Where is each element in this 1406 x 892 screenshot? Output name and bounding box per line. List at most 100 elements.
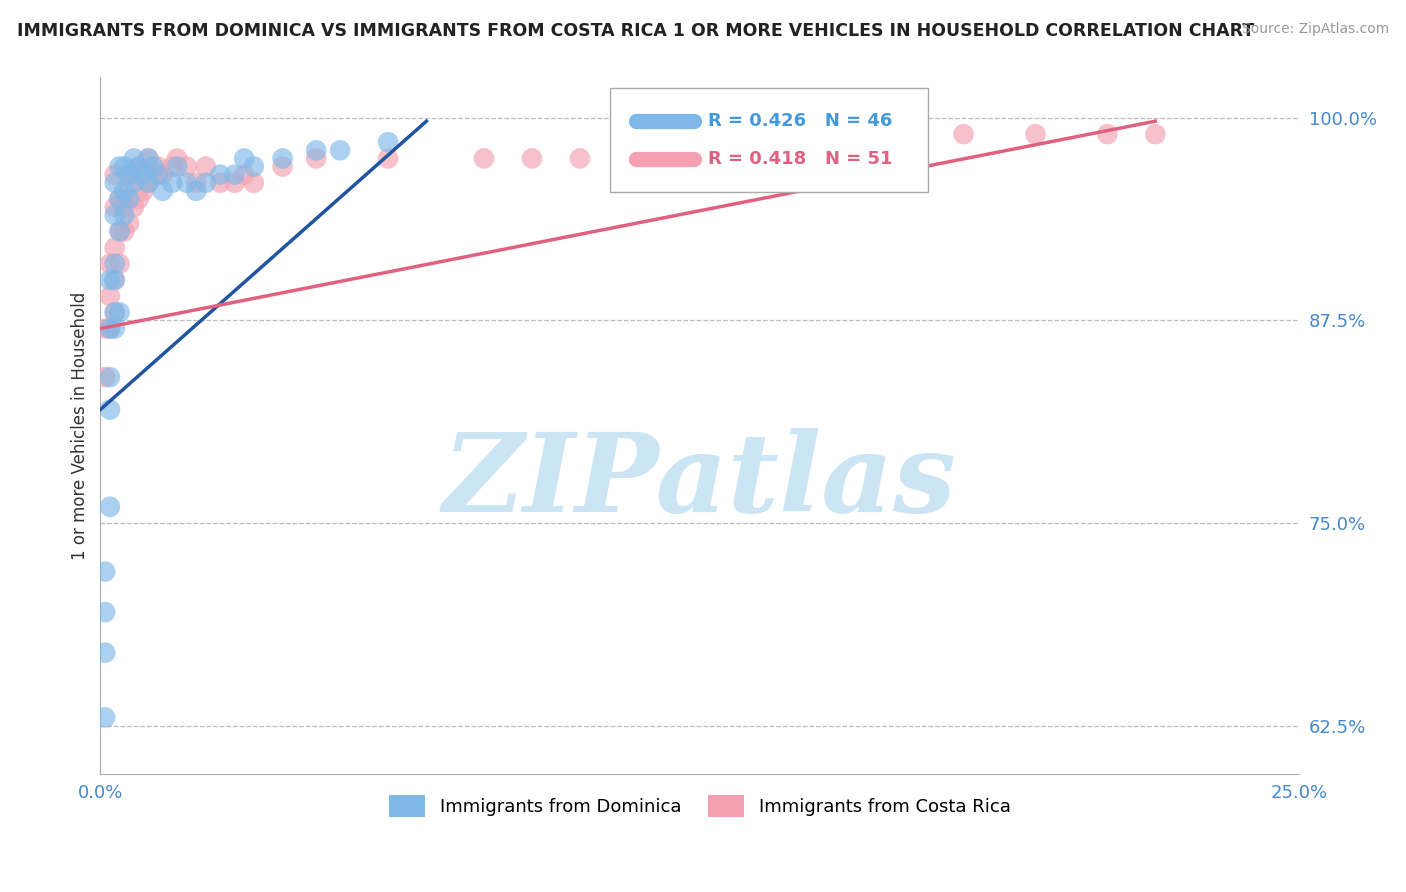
Point (209, 176, 232, 190)
Point (94, 321, 117, 335)
Point (122, 200, 145, 214)
Point (104, 200, 127, 214)
Point (98, 257, 121, 271)
Point (132, 168, 155, 182)
Point (98, 321, 121, 335)
Point (112, 192, 135, 206)
Point (224, 168, 246, 182)
Point (104, 257, 127, 271)
Point (104, 321, 127, 335)
Point (94, 646, 117, 660)
Point (104, 208, 127, 222)
Point (856, 135, 879, 149)
Point (142, 160, 165, 174)
Point (112, 200, 135, 214)
Point (305, 144, 328, 158)
Point (108, 192, 131, 206)
Point (104, 168, 127, 182)
Point (176, 176, 198, 190)
Point (520, 152, 543, 166)
Point (108, 257, 131, 271)
Point (952, 127, 974, 141)
Point (108, 160, 131, 174)
Point (118, 176, 141, 190)
Point (377, 135, 399, 149)
Point (243, 176, 266, 190)
Point (108, 224, 131, 238)
Point (104, 305, 127, 319)
Point (122, 176, 145, 190)
Point (98, 500, 121, 514)
Point (617, 144, 640, 158)
Point (761, 135, 783, 149)
Point (112, 160, 135, 174)
Point (98, 273, 121, 287)
Point (665, 144, 688, 158)
Point (194, 160, 217, 174)
Point (112, 184, 135, 198)
Point (108, 224, 131, 238)
Point (104, 241, 127, 255)
Text: ZIPatlas: ZIPatlas (443, 428, 956, 535)
Point (98, 321, 121, 335)
Point (94, 605, 117, 619)
Text: R = 0.426   N = 46: R = 0.426 N = 46 (709, 112, 893, 130)
Point (305, 152, 328, 166)
Point (243, 160, 266, 174)
Point (104, 176, 127, 190)
Point (128, 192, 150, 206)
Point (136, 176, 159, 190)
Point (162, 160, 184, 174)
Point (128, 160, 150, 174)
Point (176, 160, 198, 174)
Point (271, 152, 294, 166)
Text: R = 0.418   N = 51: R = 0.418 N = 51 (709, 150, 893, 168)
Point (98, 289, 121, 303)
Point (104, 305, 127, 319)
Point (128, 160, 150, 174)
Point (146, 160, 169, 174)
Point (568, 152, 591, 166)
Y-axis label: 1 or more Vehicles in Household: 1 or more Vehicles in Household (72, 292, 89, 560)
Point (162, 176, 184, 190)
Point (112, 208, 135, 222)
Text: IMMIGRANTS FROM DOMINICA VS IMMIGRANTS FROM COSTA RICA 1 OR MORE VEHICLES IN HOU: IMMIGRANTS FROM DOMINICA VS IMMIGRANTS F… (17, 22, 1254, 40)
Text: Source: ZipAtlas.com: Source: ZipAtlas.com (1241, 22, 1389, 37)
Point (118, 192, 141, 206)
Point (166, 160, 188, 174)
Point (118, 216, 141, 230)
Point (329, 144, 352, 158)
Point (104, 273, 127, 287)
Point (94, 710, 117, 724)
Point (146, 168, 169, 182)
Point (1097, 127, 1119, 141)
Point (1024, 127, 1046, 141)
Point (142, 168, 165, 182)
Point (94, 565, 117, 579)
Point (233, 168, 256, 182)
Point (233, 152, 256, 166)
Point (152, 168, 174, 182)
Point (186, 184, 208, 198)
Point (136, 152, 159, 166)
Point (122, 168, 145, 182)
Point (152, 184, 174, 198)
Legend: Immigrants from Dominica, Immigrants from Costa Rica: Immigrants from Dominica, Immigrants fro… (382, 788, 1018, 824)
Point (108, 192, 131, 206)
Point (186, 176, 208, 190)
Point (472, 152, 495, 166)
Point (118, 168, 141, 182)
Point (136, 152, 159, 166)
Point (377, 152, 399, 166)
Point (132, 184, 155, 198)
Point (108, 305, 131, 319)
Point (122, 152, 145, 166)
Point (104, 273, 127, 287)
Point (194, 176, 217, 190)
Point (94, 370, 117, 384)
Point (98, 370, 121, 384)
FancyBboxPatch shape (610, 88, 928, 193)
Point (271, 160, 294, 174)
Point (136, 176, 159, 190)
Point (98, 402, 121, 417)
